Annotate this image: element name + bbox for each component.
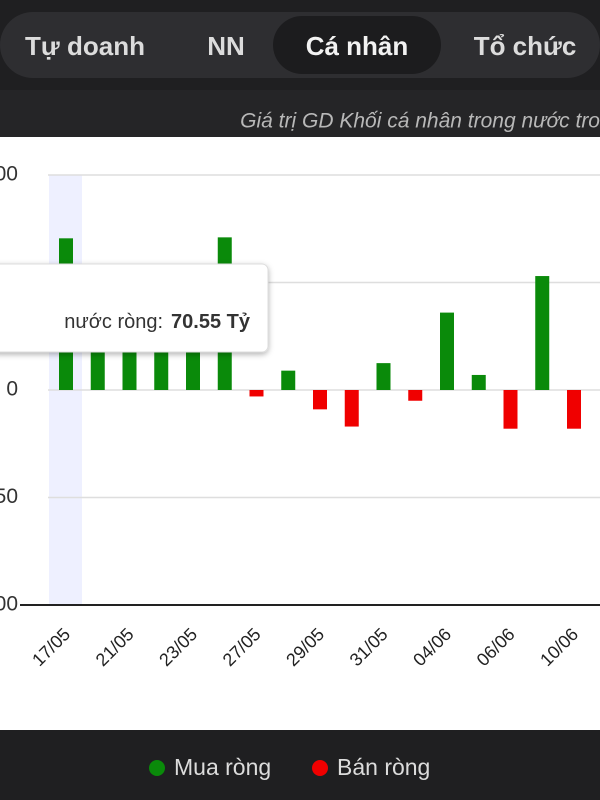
chart-area — [0, 137, 600, 730]
bar — [344, 390, 359, 427]
bar — [408, 390, 423, 401]
y-tick-label: -100 — [0, 593, 18, 616]
bar — [440, 312, 454, 390]
tooltip-text: nước ròng: 70.55 Tỷ — [64, 311, 251, 333]
tab[interactable]: NN — [207, 31, 245, 61]
bar — [503, 390, 518, 429]
bar — [535, 276, 550, 390]
bar — [313, 390, 327, 410]
tab[interactable]: Tự doanh — [25, 31, 145, 61]
bar — [249, 390, 264, 397]
subtitle-bar — [0, 90, 600, 137]
bar — [567, 390, 581, 429]
legend-marker[interactable] — [312, 760, 328, 776]
tooltip-label: nước ròng: — [64, 311, 163, 333]
tab[interactable]: Cá nhân — [306, 31, 409, 61]
bar — [376, 363, 391, 390]
tooltip-value: 70.55 Tỷ — [171, 311, 251, 333]
y-tick-label: 100 — [0, 163, 18, 186]
legend-marker[interactable] — [149, 760, 165, 776]
tab[interactable]: Tổ chức — [474, 31, 577, 61]
legend-label[interactable]: Bán ròng — [337, 754, 430, 780]
y-tick-label: 0 — [6, 378, 18, 401]
bar — [281, 370, 296, 390]
subtitle: Giá trị GD Khối cá nhân trong nước tro — [240, 110, 600, 133]
y-tick-label: -50 — [0, 485, 18, 508]
active-tab-bg — [273, 16, 441, 74]
legend-label[interactable]: Mua ròng — [174, 754, 271, 780]
legend-bar — [0, 730, 600, 800]
bar — [471, 374, 486, 390]
tooltip-box — [0, 263, 269, 353]
